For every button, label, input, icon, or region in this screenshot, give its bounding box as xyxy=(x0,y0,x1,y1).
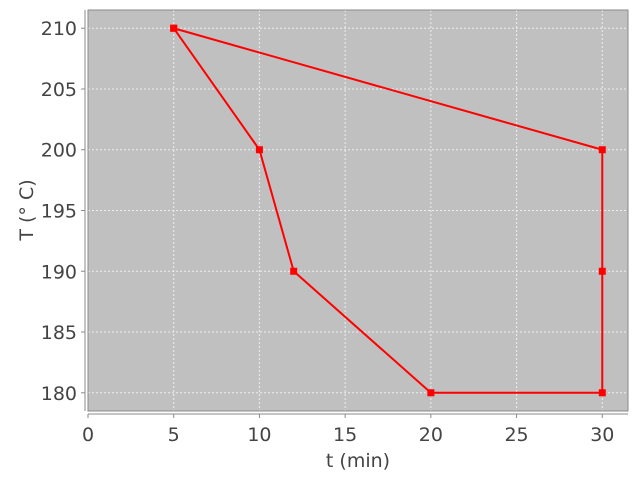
y-tick-label: 190 xyxy=(41,261,77,283)
y-tick-label: 185 xyxy=(41,322,77,344)
x-tick-label: 15 xyxy=(333,424,357,446)
data-point xyxy=(290,267,298,275)
data-point xyxy=(598,267,606,275)
y-tick-label: 210 xyxy=(41,18,77,40)
data-point xyxy=(598,146,606,154)
data-point xyxy=(255,146,263,154)
y-axis-label: T (° C) xyxy=(16,179,38,241)
data-point xyxy=(427,389,435,397)
y-tick-label: 195 xyxy=(41,201,77,223)
x-axis-label: t (min) xyxy=(326,450,390,472)
x-axis-ticks: 0 5 10 15 20 25 30 xyxy=(82,414,614,446)
x-tick-label: 10 xyxy=(247,424,271,446)
x-tick-label: 30 xyxy=(590,424,614,446)
series-line xyxy=(172,27,604,394)
data-point xyxy=(598,389,606,397)
x-tick-label: 0 xyxy=(82,424,94,446)
y-tick-label: 180 xyxy=(41,383,77,405)
plot-frame xyxy=(87,9,629,412)
data-point xyxy=(170,24,178,32)
series-group xyxy=(170,24,606,397)
y-axis-ticks: 180 185 190 195 200 205 210 xyxy=(41,18,85,405)
x-tick-label: 20 xyxy=(419,424,443,446)
x-tick-label: 5 xyxy=(168,424,180,446)
y-tick-label: 205 xyxy=(41,79,77,101)
y-tick-label: 200 xyxy=(41,140,77,162)
x-tick-label: 25 xyxy=(504,424,528,446)
y-grid xyxy=(88,27,628,394)
